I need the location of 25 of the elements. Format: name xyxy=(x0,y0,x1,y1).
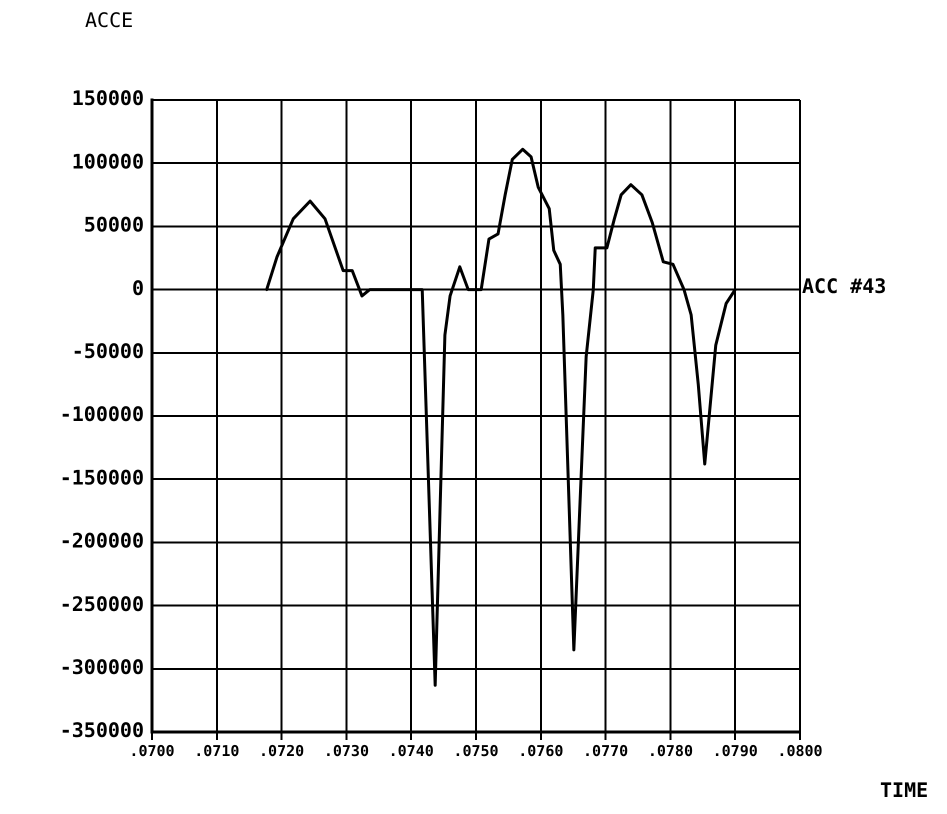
text: ACC #43 xyxy=(802,274,886,298)
x-tick-label: .0700 xyxy=(129,742,175,760)
x-tick-label: .0710 xyxy=(194,742,240,760)
y-tick-label: -250000 xyxy=(60,592,144,616)
y-tick-label: -200000 xyxy=(60,528,144,553)
x-tick-label: .0760 xyxy=(518,742,564,760)
y-axis-title: ACCE xyxy=(85,8,134,32)
y-tick-label: -100000 xyxy=(60,402,144,426)
x-axis-title: TIME xyxy=(880,778,928,802)
x-tick-label: .0770 xyxy=(583,742,628,760)
x-tick-label: .0730 xyxy=(324,742,369,760)
y-tick-label: -150000 xyxy=(60,465,144,490)
x-tick-label: .0720 xyxy=(259,742,304,760)
x-tick-label: .0750 xyxy=(453,742,499,760)
x-tick-label: .0800 xyxy=(777,742,823,760)
y-tick-label: 50000 xyxy=(84,212,144,237)
y-tick-label: -350000 xyxy=(60,718,144,742)
x-tick-label: .0740 xyxy=(388,742,434,760)
y-tick-label: 150000 xyxy=(72,86,144,110)
y-tick-label: 100000 xyxy=(72,149,144,174)
y-tick-label: -300000 xyxy=(60,655,144,680)
x-tick-label: .0780 xyxy=(648,742,693,760)
x-tick-label: .0790 xyxy=(712,742,758,760)
y-tick-label: -50000 xyxy=(72,339,144,364)
y-tick-label: 0 xyxy=(132,276,144,300)
